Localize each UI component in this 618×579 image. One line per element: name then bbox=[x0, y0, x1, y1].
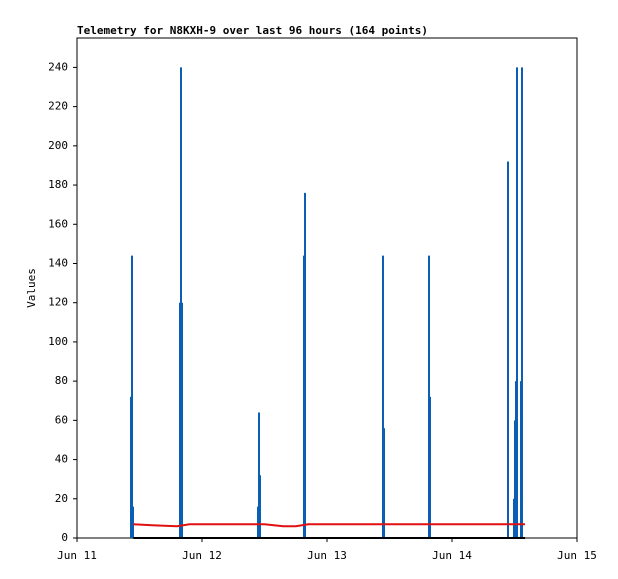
y-tick-label: 80 bbox=[55, 374, 68, 387]
y-tick-label: 160 bbox=[48, 217, 68, 230]
y-tick-label: 0 bbox=[61, 531, 68, 544]
x-tick-label: Jun 11 bbox=[57, 549, 97, 562]
series-line bbox=[133, 523, 525, 528]
x-tick-label: Jun 12 bbox=[182, 549, 222, 562]
y-tick-label: 100 bbox=[48, 335, 68, 348]
y-tick-label: 180 bbox=[48, 178, 68, 191]
x-tick-label: Jun 13 bbox=[307, 549, 347, 562]
y-tick-label: 140 bbox=[48, 256, 68, 269]
y-tick-label: 200 bbox=[48, 139, 68, 152]
chart-title: Telemetry for N8KXH-9 over last 96 hours… bbox=[77, 24, 428, 37]
x-tick-label: Jun 14 bbox=[432, 549, 472, 562]
x-tick-label: Jun 15 bbox=[557, 549, 597, 562]
y-axis-label: Values bbox=[25, 268, 38, 308]
y-tick-label: 120 bbox=[48, 296, 68, 309]
y-tick-label: 60 bbox=[55, 413, 68, 426]
y-tick-label: 40 bbox=[55, 453, 68, 466]
y-tick-label: 220 bbox=[48, 100, 68, 113]
y-tick-label: 20 bbox=[55, 492, 68, 505]
y-tick-label: 240 bbox=[48, 60, 68, 73]
